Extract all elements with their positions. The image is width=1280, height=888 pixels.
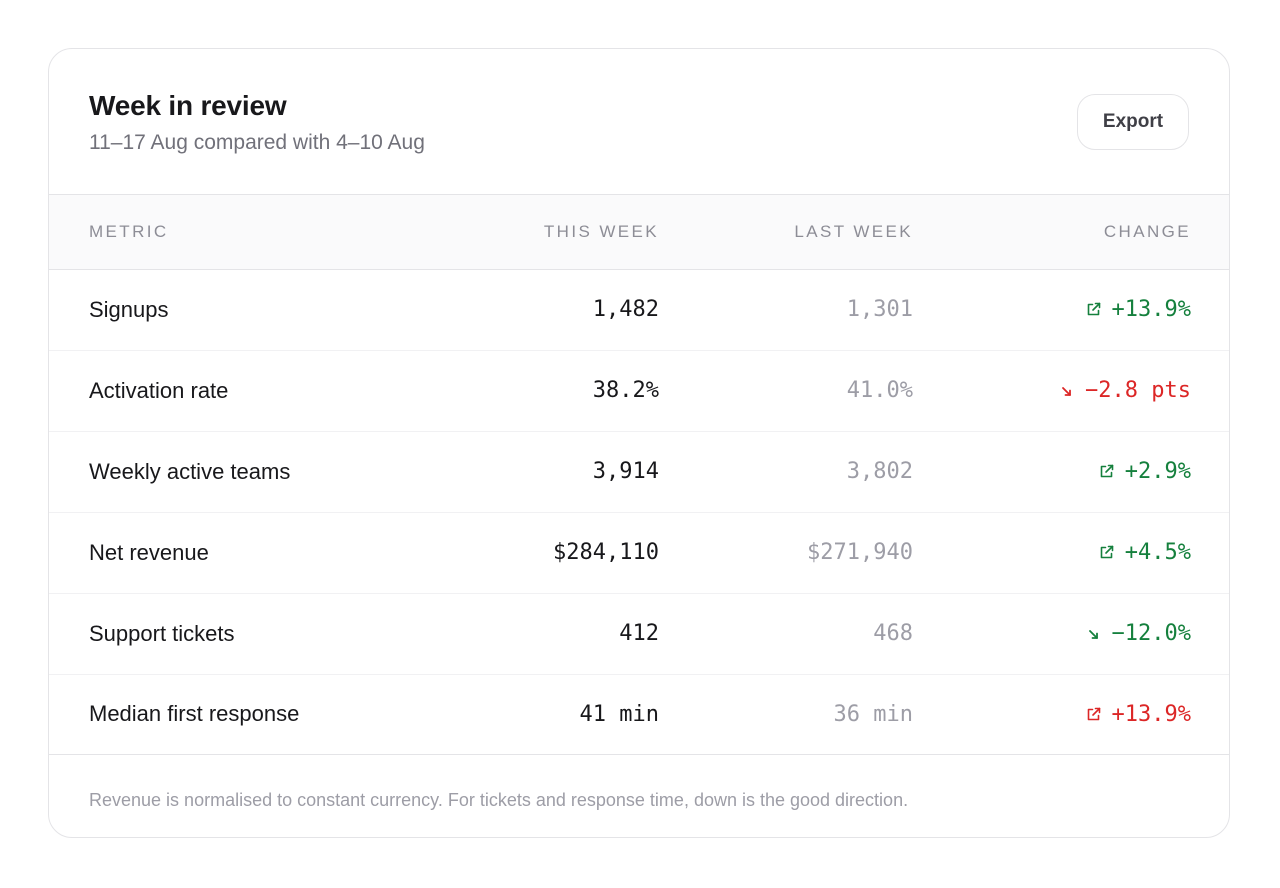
date-range-subtitle: 11–17 Aug compared with 4–10 Aug [89,131,425,154]
column-header-this-week: THIS WEEK [543,221,659,241]
arrow-up-right-icon [1099,463,1115,479]
change-value: −2.8 pts [913,350,1229,431]
change-text: +2.9% [1124,459,1191,484]
table-header: METRIC THIS WEEK LAST WEEK CHANGE [49,195,1229,269]
page-title: Week in review [89,90,287,121]
arrow-up-right-icon [1086,301,1102,317]
this-week-value: 3,914 [592,459,659,484]
this-week-value: $284,110 [553,540,659,565]
change-text: +4.5% [1124,540,1191,565]
table-row: Activation rate 38.2% 41.0% −2.8 pts [49,350,1229,431]
change-value: +13.9% [913,674,1229,754]
footnote: Revenue is normalised to constant curren… [89,789,909,810]
metric-name: Net revenue [89,539,209,565]
column-header-change: CHANGE [1103,221,1191,241]
arrow-up-right-icon [1086,706,1102,722]
table-row: Support tickets 412 468 −12.0% [49,593,1229,674]
change-text: +13.9% [1111,701,1191,727]
table-body: Signups 1,482 1,301 +13.9% Activation rate 38… [49,269,1229,754]
metric-name: Support tickets [89,620,235,646]
metric-name: Median first response [89,701,300,726]
arrow-down-right-icon [1059,382,1075,398]
this-week-value: 1,482 [592,297,659,322]
change-value: −12.0% [913,593,1229,674]
last-week-value: $271,940 [807,540,913,565]
change-text: −2.8 pts [1085,378,1191,403]
arrow-up-right-icon [1099,544,1115,560]
change-value: +4.5% [913,512,1229,593]
header-row: METRIC THIS WEEK LAST WEEK CHANGE [49,195,1229,269]
arrow-down-right-icon [1086,625,1102,641]
metric-name: Signups [89,296,169,322]
change-text: +13.9% [1111,297,1191,322]
last-week-value: 41.0% [846,378,913,403]
this-week-value: 412 [619,621,659,646]
this-week-value: 41 min [579,701,659,727]
table-row: Median first response 41 min 36 min +13.9% [49,674,1229,754]
table-row: Weekly active teams 3,914 3,802 +2.9% [49,431,1229,512]
metrics-table: METRIC THIS WEEK LAST WEEK CHANGE Signup… [49,195,1229,755]
column-header-last-week: LAST WEEK [794,221,913,241]
table-row: Signups 1,482 1,301 +13.9% [49,269,1229,350]
last-week-value: 3,802 [846,459,913,484]
metric-name: Activation rate [89,377,229,403]
this-week-value: 38.2% [592,378,659,403]
week-in-review-card: Week in review 11–17 Aug compared with 4… [48,48,1230,838]
last-week-value: 468 [873,621,913,646]
metric-name: Weekly active teams [89,458,291,484]
card-header: Week in review 11–17 Aug compared with 4… [49,49,1229,195]
column-header-metric: METRIC [89,221,169,241]
export-button[interactable]: Export [1077,94,1189,150]
table-row: Net revenue $284,110 $271,940 +4.5% [49,512,1229,593]
change-value: +2.9% [913,431,1229,512]
last-week-value: 36 min [833,701,913,727]
change-text: −12.0% [1111,621,1191,646]
last-week-value: 1,301 [846,297,913,322]
change-value: +13.9% [913,269,1229,350]
